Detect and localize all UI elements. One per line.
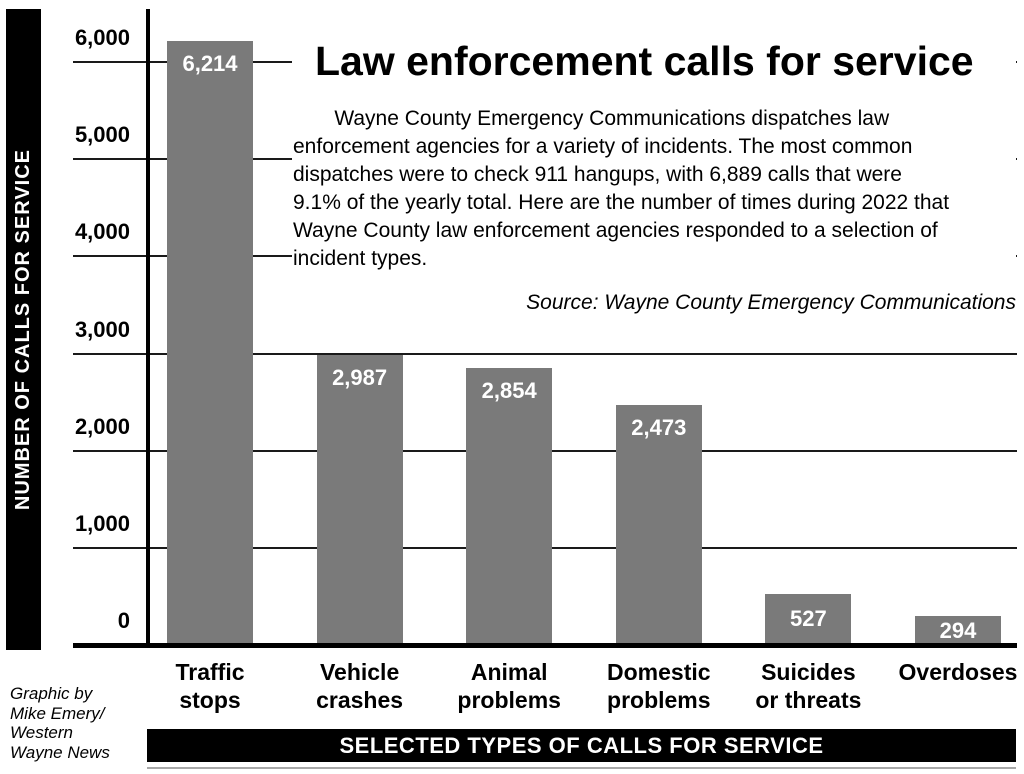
y-axis-title: NUMBER OF CALLS FOR SERVICE (12, 148, 34, 511)
category-label-overdoses: Overdoses (898, 659, 1018, 685)
chart-title: Law enforcement calls for service (315, 38, 974, 84)
category-label-animal-problems: Animal problems (457, 659, 561, 713)
description-line: incident types. (293, 247, 428, 270)
category-label-traffic-stops: Traffic stops (175, 659, 245, 713)
y-tick-label: 0 (117, 608, 130, 633)
y-tick-label: 5,000 (74, 122, 130, 148)
credit-line: Western (10, 723, 73, 742)
y-tick-label: 1,000 (74, 510, 130, 536)
bar-value-label: 6,214 (182, 51, 238, 77)
header-block: Law enforcement calls for service Wayne … (292, 25, 1016, 320)
credit-line: Mike Emery/ (10, 703, 105, 723)
gridline-3000 (73, 352, 1017, 355)
description-line: dispatches were to check 911 hangups, wi… (293, 163, 902, 186)
y-tick-label: 6,000 (74, 25, 130, 50)
category-label-domestic-problems: Domestic problems (607, 659, 711, 713)
credit: Graphic by Mike Emery/Western Wayne News (10, 684, 110, 762)
x-axis-title-banner: SELECTED TYPES OF CALLS FOR SERVICE (147, 729, 1016, 762)
category-label-suicides-or-threats: Suicides or threats (755, 659, 862, 713)
bar-value-label: 527 (790, 606, 827, 632)
bar-animal-problems (466, 367, 553, 645)
description-line: Wayne County Emergency Communications di… (311, 107, 890, 130)
bar-value-label: 2,473 (631, 414, 687, 440)
bar-overdoses (915, 616, 1001, 645)
bar-vehicle-crashes (316, 354, 403, 645)
credit-line: Graphic by (10, 684, 93, 703)
x-axis-line (73, 643, 1017, 648)
category-label-vehicle-crashes: Vehicle crashes (316, 659, 404, 713)
bar-suicides-or-threats (765, 593, 852, 645)
y-tick-label: 4,000 (74, 219, 130, 245)
banner-underline (147, 767, 1016, 769)
y-axis-title-bar: NUMBER OF CALLS FOR SERVICE (6, 9, 41, 650)
bar-value-label: 2,987 (332, 364, 388, 390)
bar-value-label: 2,854 (481, 377, 537, 403)
bar-traffic-stops (167, 41, 253, 645)
bar-value-label: 294 (939, 617, 977, 643)
credit-line: Wayne News (10, 742, 110, 762)
chart-description: Wayne County Emergency Communications di… (293, 105, 949, 273)
description-line: enforcement agencies for a variety of in… (293, 135, 913, 158)
y-tick-label: 3,000 (74, 316, 130, 342)
bar-domestic-problems (615, 404, 702, 645)
description-line: Wayne County law enforcement agencies re… (293, 219, 938, 242)
y-axis-line (146, 9, 150, 648)
x-axis-title: SELECTED TYPES OF CALLS FOR SERVICE (339, 732, 824, 758)
y-tick-label: 2,000 (74, 413, 130, 439)
source-note: Source: Wayne County Emergency Communica… (526, 291, 1016, 314)
description-line: 9.1% of the yearly total. Here are the n… (293, 191, 950, 214)
